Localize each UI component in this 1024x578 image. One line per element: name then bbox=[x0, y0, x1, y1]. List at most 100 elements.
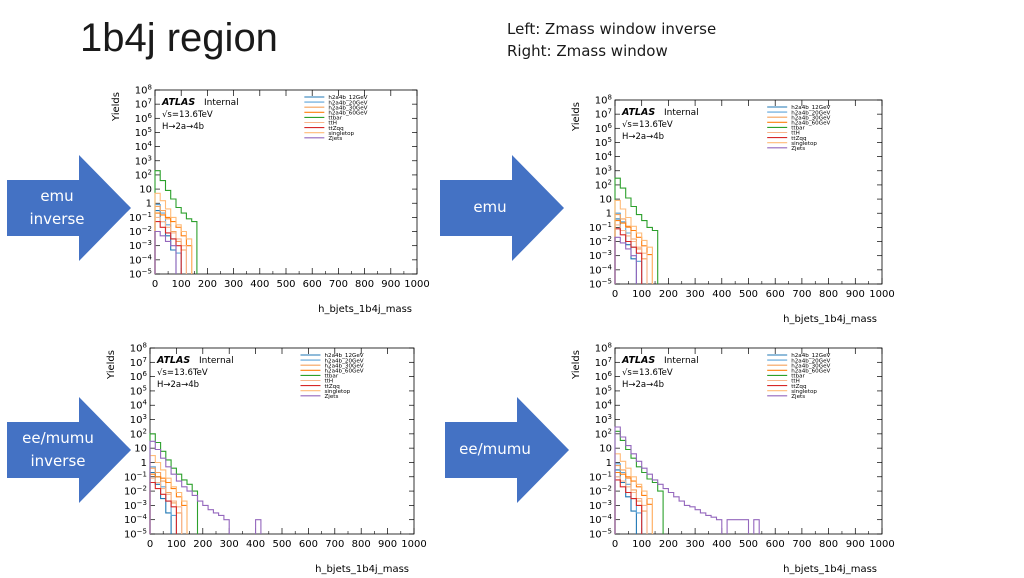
legend-entry: h2a4b_20GeV bbox=[791, 358, 830, 364]
legend-entry: Zjets bbox=[791, 394, 805, 400]
legend-entry: h2a4b_60GeV bbox=[791, 369, 830, 375]
x-tick-label: 500 bbox=[272, 539, 291, 550]
legend-entry: h2a4b_30GeV bbox=[328, 105, 367, 111]
arrow-label-eemumu: ee/mumu bbox=[459, 440, 531, 458]
x-tick-label: 600 bbox=[299, 539, 318, 550]
energy-label: √s=13.6TeV bbox=[622, 120, 673, 130]
legend-entry: h2a4b_30GeV bbox=[791, 115, 830, 121]
plot-eemumu-inverse: 108 107 106 105 104 103 102 10 1 10−1 10−2 10−3 10−4… bbox=[100, 340, 427, 578]
arrow-label-emu: emu bbox=[473, 198, 507, 216]
process-label: H→2a→4b bbox=[162, 122, 204, 132]
y-tick-label: 10−5 bbox=[589, 278, 612, 291]
series-line-ttbar bbox=[614, 430, 664, 534]
y-axis-label: Yields bbox=[571, 102, 582, 132]
series-line-h2a4b_20GeV bbox=[614, 212, 643, 284]
y-tick-label: 103 bbox=[135, 154, 152, 167]
legend-entry: Zjets bbox=[328, 136, 342, 142]
x-tick-label: 600 bbox=[303, 279, 322, 290]
x-tick-label: 100 bbox=[632, 289, 651, 300]
series-line-ttH bbox=[149, 477, 183, 534]
y-tick-label: 104 bbox=[595, 150, 613, 163]
slide-title: 1b4j region bbox=[80, 16, 278, 60]
legend-entry: ttbar bbox=[791, 126, 805, 132]
x-tick-label: 1000 bbox=[401, 539, 426, 550]
x-axis-label: h_bjets_1b4j_mass bbox=[315, 564, 409, 575]
energy-label: √s=13.6TeV bbox=[157, 368, 208, 378]
process-label: H→2a→4b bbox=[157, 380, 199, 390]
subtitle-line-left: Left: Zmass window inverse bbox=[507, 20, 717, 38]
x-tick-label: 400 bbox=[712, 289, 731, 300]
series-line-ttH bbox=[614, 476, 648, 534]
series-line-ttbar bbox=[614, 177, 659, 284]
x-tick-label: 0 bbox=[612, 289, 618, 300]
y-tick-label: 105 bbox=[135, 126, 152, 139]
y-tick-label: 108 bbox=[595, 342, 612, 355]
x-tick-label: 100 bbox=[632, 539, 651, 550]
legend-entry: singletop bbox=[791, 141, 817, 147]
y-tick-label: 105 bbox=[595, 384, 612, 397]
x-tick-label: 800 bbox=[819, 289, 838, 300]
x-tick-label: 400 bbox=[250, 279, 269, 290]
plot-frame bbox=[614, 347, 883, 535]
series-line-singletop bbox=[149, 455, 188, 534]
legend-entry: h2a4b_20GeV bbox=[791, 110, 830, 116]
x-tick-label: 0 bbox=[152, 279, 158, 290]
y-tick-label: 107 bbox=[130, 356, 147, 369]
slide-subtitle: Left: Zmass window inverse Right: Zmass … bbox=[507, 18, 716, 62]
y-tick-label: 10−1 bbox=[589, 221, 612, 234]
legend-entry: Zjets bbox=[791, 146, 805, 152]
legend-entry: ttZqq bbox=[791, 384, 807, 390]
y-tick-label: 10−5 bbox=[129, 268, 152, 281]
legend-entry: h2a4b_20GeV bbox=[324, 358, 363, 364]
y-tick-label: 1 bbox=[146, 199, 152, 210]
x-tick-label: 200 bbox=[198, 279, 217, 290]
y-tick-label: 10−4 bbox=[589, 263, 613, 276]
atlas-label: ATLAS bbox=[161, 97, 195, 108]
y-tick-label: 10−2 bbox=[129, 225, 152, 238]
legend-entry: h2a4b_12GeV bbox=[328, 95, 367, 101]
arrow-eemumu bbox=[445, 397, 569, 503]
subtitle-line-right: Right: Zmass window bbox=[507, 42, 668, 60]
legend-entry: ttZqq bbox=[791, 136, 807, 142]
x-axis-label: h_bjets_1b4j_mass bbox=[783, 564, 877, 575]
internal-label: Internal bbox=[664, 108, 699, 118]
y-tick-label: 10−4 bbox=[124, 513, 148, 526]
energy-label: √s=13.6TeV bbox=[622, 368, 673, 378]
x-tick-label: 700 bbox=[792, 289, 811, 300]
y-tick-label: 107 bbox=[595, 356, 612, 369]
x-tick-label: 100 bbox=[167, 539, 186, 550]
legend-entry: singletop bbox=[328, 131, 354, 137]
x-tick-label: 300 bbox=[686, 539, 705, 550]
y-tick-label: 10−2 bbox=[589, 485, 612, 498]
plot-frame bbox=[154, 89, 418, 275]
y-axis-label: Yields bbox=[571, 350, 582, 380]
x-tick-label: 500 bbox=[276, 279, 295, 290]
y-tick-label: 107 bbox=[135, 98, 152, 111]
y-tick-label: 103 bbox=[130, 413, 147, 426]
x-tick-label: 300 bbox=[220, 539, 239, 550]
y-tick-label: 1 bbox=[141, 458, 147, 469]
y-tick-label: 10−3 bbox=[589, 249, 612, 262]
x-tick-label: 800 bbox=[355, 279, 374, 290]
arrow-emu-inverse bbox=[7, 155, 131, 261]
x-tick-label: 100 bbox=[172, 279, 191, 290]
atlas-label: ATLAS bbox=[621, 355, 655, 366]
y-tick-label: 10−1 bbox=[589, 470, 612, 483]
plot-svg: 10810710610510410310210110−110−210−310−4… bbox=[571, 342, 895, 576]
x-tick-label: 900 bbox=[381, 279, 400, 290]
atlas-label: ATLAS bbox=[156, 355, 190, 366]
series-line-Zjets bbox=[614, 426, 760, 534]
y-tick-label: 104 bbox=[595, 399, 613, 412]
legend-entry: h2a4b_60GeV bbox=[791, 121, 830, 127]
x-axis-label: h_bjets_1b4j_mass bbox=[318, 304, 412, 315]
process-label: H→2a→4b bbox=[622, 132, 664, 142]
y-tick-label: 108 bbox=[130, 342, 147, 355]
internal-label: Internal bbox=[204, 98, 239, 108]
series-line-ttZqq bbox=[614, 479, 643, 534]
plot-eemumu: 108 107 106 105 104 103 102 10 1 10−1 10−2 10−3 10−4… bbox=[565, 340, 895, 578]
plot-svg: 10810710610510410310210110−110−210−310−4… bbox=[571, 94, 895, 326]
legend-entry: h2a4b_12GeV bbox=[324, 353, 363, 359]
y-axis-label: Yields bbox=[106, 350, 117, 380]
legend-entry: ttH bbox=[791, 379, 800, 385]
legend-entry: ttH bbox=[328, 121, 337, 127]
